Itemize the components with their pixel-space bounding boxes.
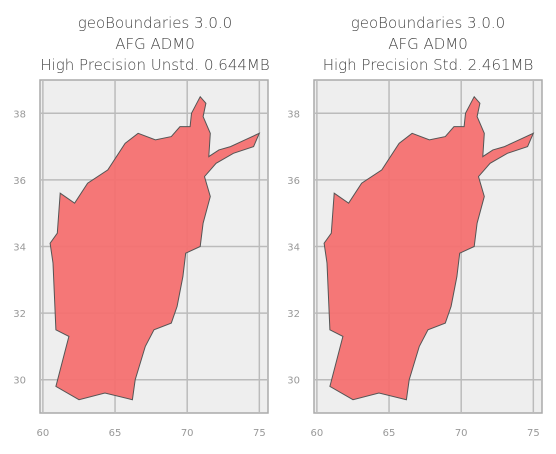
chart-title: geoBoundaries 3.0.0 [78,14,232,32]
y-tick-label: 32 [287,309,300,320]
x-tick-label: 70 [181,428,194,439]
x-tick-label: 60 [37,428,50,439]
y-tick-label: 38 [287,109,300,120]
chart-title: geoBoundaries 3.0.0 [351,14,505,32]
chart-title: AFG ADM0 [388,35,468,53]
y-tick-label: 34 [287,243,300,254]
chart-title: High Precision Unstd. 0.644MB [40,56,269,74]
y-tick-label: 36 [287,176,300,187]
y-tick-label: 34 [13,243,26,254]
y-tick-label: 36 [13,176,26,187]
y-tick-label: 30 [13,376,26,387]
y-tick-label: 32 [13,309,26,320]
chart-title: High Precision Std. 2.461MB [323,56,534,74]
x-tick-label: 60 [311,428,324,439]
country-shape [49,95,261,401]
x-tick-label: 70 [455,428,468,439]
country-shape [323,95,535,401]
x-tick-label: 75 [253,428,266,439]
chart-title: AFG ADM0 [115,35,195,53]
y-tick-label: 30 [287,376,300,387]
x-tick-label: 65 [383,428,396,439]
y-tick-label: 38 [13,109,26,120]
x-tick-label: 75 [527,428,540,439]
x-tick-label: 65 [109,428,122,439]
